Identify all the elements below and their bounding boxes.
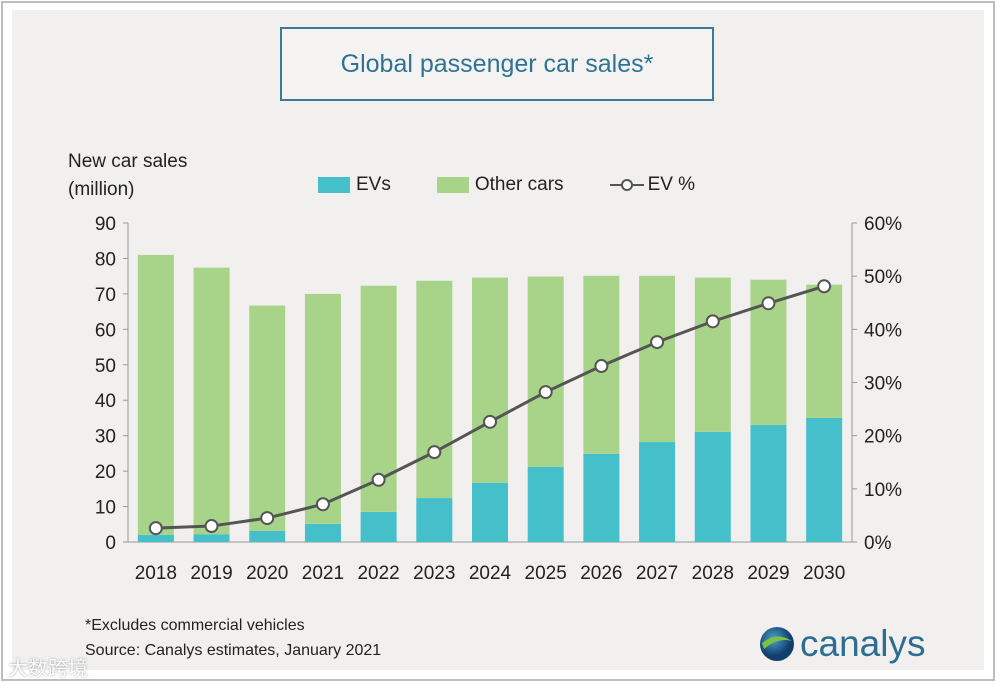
y2-tick-label: 20% (864, 427, 902, 448)
bar-evs (304, 523, 341, 542)
x-tick-label: 2025 (525, 563, 567, 584)
bar-other-cars (694, 277, 731, 432)
bar-evs (639, 442, 676, 542)
ev-pct-point (260, 511, 275, 526)
bar-evs (806, 417, 843, 542)
ev-pct-point (371, 472, 386, 487)
x-tick-label: 2022 (357, 563, 399, 584)
ev-pct-point (761, 296, 776, 311)
ev-pct-point (204, 519, 219, 534)
bar-other-cars (472, 277, 508, 483)
y-tick-label: 70 (95, 285, 116, 306)
bar-other-cars (137, 254, 174, 535)
legend-label-ev-pct: EV % (647, 174, 696, 195)
legend-label-other: Other cars (474, 174, 564, 195)
y-tick-label: 90 (95, 214, 116, 235)
legend-swatch-other (436, 177, 469, 193)
bar-evs (249, 531, 286, 542)
y-tick-label: 30 (95, 427, 116, 448)
bar-evs (527, 466, 564, 542)
ev-pct-point (817, 279, 832, 294)
source: Source: Canalys estimates, January 2021 (85, 642, 382, 659)
ev-pct-point (594, 359, 609, 374)
ev-pct-point (650, 335, 665, 350)
legend: EVs Other cars EV % (318, 174, 695, 196)
y-tick-label: 60 (95, 320, 116, 341)
bar-evs (193, 534, 230, 542)
ev-pct-point (427, 445, 442, 460)
x-tick-label: 2028 (692, 563, 734, 584)
bar-other-cars (304, 293, 341, 524)
y2-tick-label: 0% (864, 533, 892, 554)
y-tick-label: 10 (95, 498, 116, 519)
y2-tick-label: 50% (864, 267, 902, 288)
ev-pct-point (483, 414, 497, 429)
y2-tick-label: 60% (864, 214, 902, 235)
x-tick-label: 2030 (803, 563, 845, 584)
y-axis-label: New car sales (million) (68, 148, 187, 204)
bar-other-cars (806, 284, 843, 418)
y2-tick-label: 40% (864, 320, 902, 341)
footnotes: *Excludes commercial vehicles Source: Ca… (85, 613, 381, 663)
globe-icon (760, 627, 794, 661)
legend-marker-ev-pct (609, 179, 644, 191)
bar-other-cars (639, 275, 676, 443)
ev-pct-point (315, 497, 330, 512)
bar-evs (694, 431, 731, 542)
ev-pct-point (538, 385, 553, 400)
bar-other-cars (527, 276, 564, 467)
y-tick-label: 0 (105, 533, 116, 554)
chart-title: Global passenger car sales* (280, 27, 714, 101)
bar-evs (360, 511, 397, 542)
x-tick-label: 2018 (135, 563, 177, 584)
footnote: *Excludes commercial vehicles (85, 617, 305, 634)
x-tick-label: 2027 (636, 563, 678, 584)
bar-evs (750, 425, 787, 542)
brand-name: canalys (800, 623, 926, 664)
bar-evs (416, 498, 453, 542)
x-tick-label: 2024 (469, 563, 512, 584)
x-tick-label: 2023 (413, 563, 455, 584)
x-tick-label: 2020 (246, 563, 288, 584)
x-tick-label: 2026 (580, 563, 622, 584)
bar-evs (583, 453, 620, 542)
x-tick-label: 2029 (747, 563, 789, 584)
watermark: 大数跨境 (8, 658, 88, 680)
bar-evs (472, 482, 508, 542)
y2-tick-label: 30% (864, 374, 902, 395)
legend-label-evs: EVs (356, 174, 391, 195)
y-tick-label: 80 (95, 249, 116, 270)
y-axis-label-line1: New car sales (68, 151, 188, 172)
canalys-logo: canalys (758, 623, 925, 665)
y-tick-label: 40 (95, 391, 116, 412)
y-axis-label-line2: (million) (68, 179, 135, 200)
bar-other-cars (249, 305, 286, 532)
y2-tick-label: 10% (864, 480, 902, 501)
bar-evs (137, 534, 174, 542)
legend-swatch-evs (318, 177, 350, 193)
y-tick-label: 20 (95, 462, 116, 483)
bar-other-cars (416, 280, 453, 499)
y-tick-label: 50 (95, 356, 116, 377)
bar-other-cars (193, 267, 230, 535)
ev-pct-point (148, 521, 163, 536)
x-tick-label: 2019 (190, 563, 232, 584)
x-tick-label: 2021 (302, 563, 344, 584)
ev-pct-point (705, 314, 720, 329)
